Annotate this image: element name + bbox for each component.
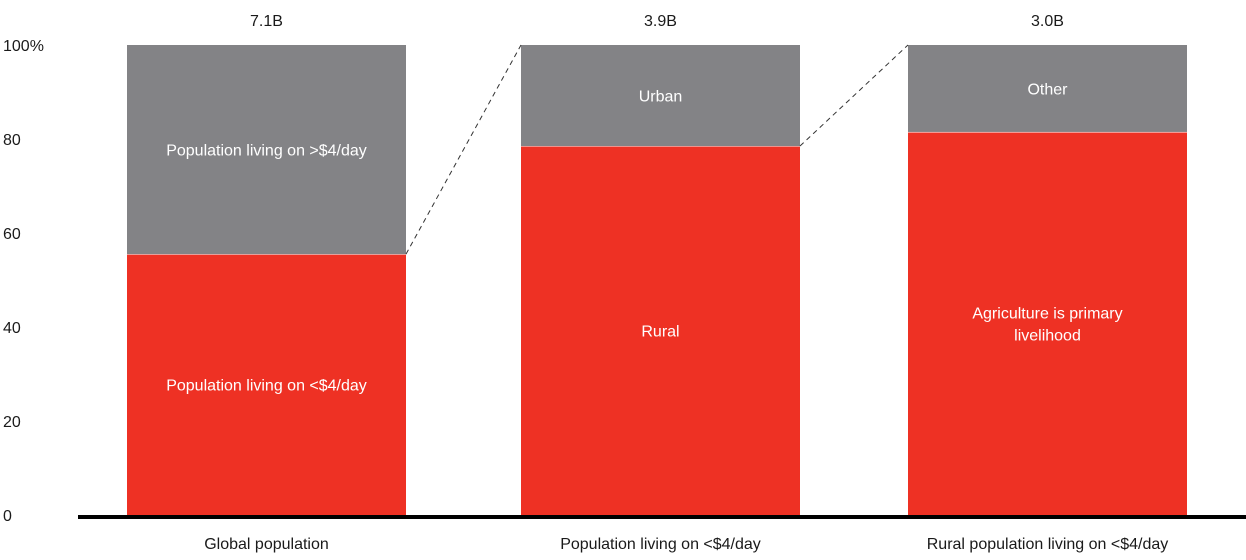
- segment-label: Population living on <$4/day: [166, 378, 367, 395]
- bar-segment: [908, 131, 1187, 515]
- y-tick-label: 40: [3, 320, 21, 337]
- category-label: Global population: [204, 536, 329, 553]
- y-tick-label: 80: [3, 132, 21, 149]
- connector-line: [799, 44, 909, 147]
- y-tick-label: 20: [3, 414, 21, 431]
- segment-label: livelihood: [1014, 327, 1081, 344]
- category-label: Rural population living on <$4/day: [927, 536, 1169, 553]
- category-label: Population living on <$4/day: [560, 536, 761, 553]
- y-tick-label: 100%: [3, 38, 44, 55]
- connector-line: [405, 44, 522, 255]
- bar-segment: [521, 45, 800, 147]
- bar-total-label: 3.0B: [1031, 13, 1064, 30]
- y-tick-label: 0: [3, 508, 12, 525]
- y-tick-label: 60: [3, 226, 21, 243]
- bar-segment: [521, 146, 800, 516]
- bar-segment: [908, 45, 1187, 132]
- segment-label: Population living on >$4/day: [166, 143, 367, 160]
- bar-segment: [127, 45, 406, 255]
- segment-label: Other: [1027, 81, 1068, 98]
- bars-layer: [127, 45, 1187, 516]
- segment-label: Urban: [639, 89, 683, 106]
- segment-label: Rural: [641, 324, 679, 341]
- bar-total-label: 3.9B: [644, 13, 677, 30]
- connectors-layer: [405, 44, 909, 255]
- bar-segment: [127, 254, 406, 515]
- bar-total-label: 7.1B: [250, 13, 283, 30]
- labels-layer: 0 20 40 60 80 100% Population living on <$4/da…: [3, 13, 1168, 553]
- segment-label: Agriculture is primary: [972, 305, 1122, 322]
